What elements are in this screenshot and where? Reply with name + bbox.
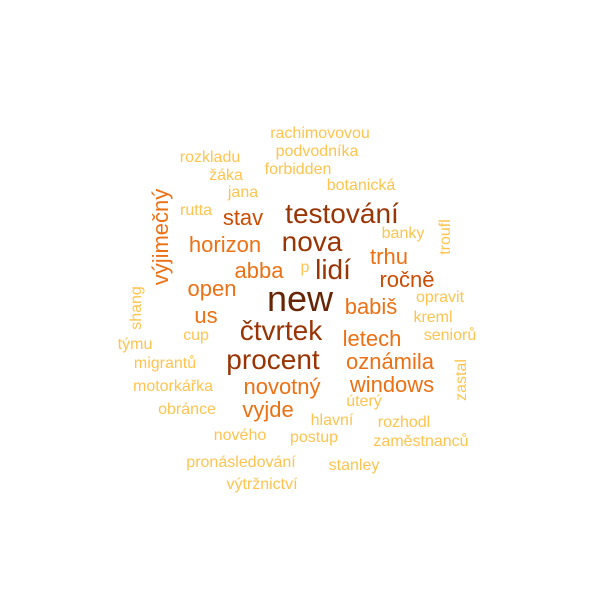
word: vyjde — [242, 397, 294, 422]
word: letech — [342, 326, 402, 351]
word: testování — [285, 198, 399, 229]
word: rozkladu — [179, 149, 241, 166]
word: rachimovovou — [270, 125, 370, 142]
word: horizon — [188, 232, 262, 257]
word: pronásledování — [186, 454, 296, 471]
word: open — [187, 276, 237, 301]
word: postup — [289, 429, 339, 446]
word: trhu — [370, 244, 408, 269]
word: new — [266, 278, 334, 319]
word: shang — [128, 286, 145, 330]
word: seniorů — [423, 327, 477, 344]
word: rutta — [179, 202, 213, 219]
word: abba — [234, 258, 284, 283]
word: výtržnictví — [226, 476, 298, 493]
word: stanley — [328, 457, 380, 474]
word: oznámila — [345, 349, 435, 374]
word: lidí — [315, 254, 351, 285]
word: rozhodl — [377, 414, 431, 431]
word: botanická — [326, 177, 396, 194]
word: kreml — [413, 309, 453, 326]
word: zaměstnanců — [373, 433, 469, 450]
word: jana — [227, 184, 259, 201]
word: babiš — [344, 294, 398, 319]
word: us — [194, 303, 218, 328]
word: procent — [226, 344, 320, 375]
word: žáka — [209, 167, 243, 184]
word: windows — [349, 372, 435, 397]
word: opravit — [415, 289, 465, 306]
word: banky — [381, 225, 425, 242]
word: p — [300, 259, 310, 276]
word: hlavní — [310, 412, 354, 429]
word: stav — [222, 205, 264, 230]
word: zastal — [453, 359, 470, 401]
word: motorkářka — [132, 378, 214, 395]
word: nového — [213, 427, 267, 444]
word: obránce — [158, 401, 216, 418]
word: čtvrtek — [239, 315, 323, 346]
word: výjimečný — [148, 188, 173, 286]
word: ročně — [379, 267, 435, 292]
word: úterý — [346, 393, 382, 410]
word: troufl — [437, 219, 454, 255]
word: nova — [281, 226, 343, 257]
word: novotný — [243, 374, 321, 399]
word: forbidden — [264, 161, 332, 178]
word: migrantů — [133, 355, 197, 372]
word: týmu — [117, 336, 153, 353]
word: podvodníka — [275, 143, 359, 160]
word: cup — [183, 327, 209, 344]
